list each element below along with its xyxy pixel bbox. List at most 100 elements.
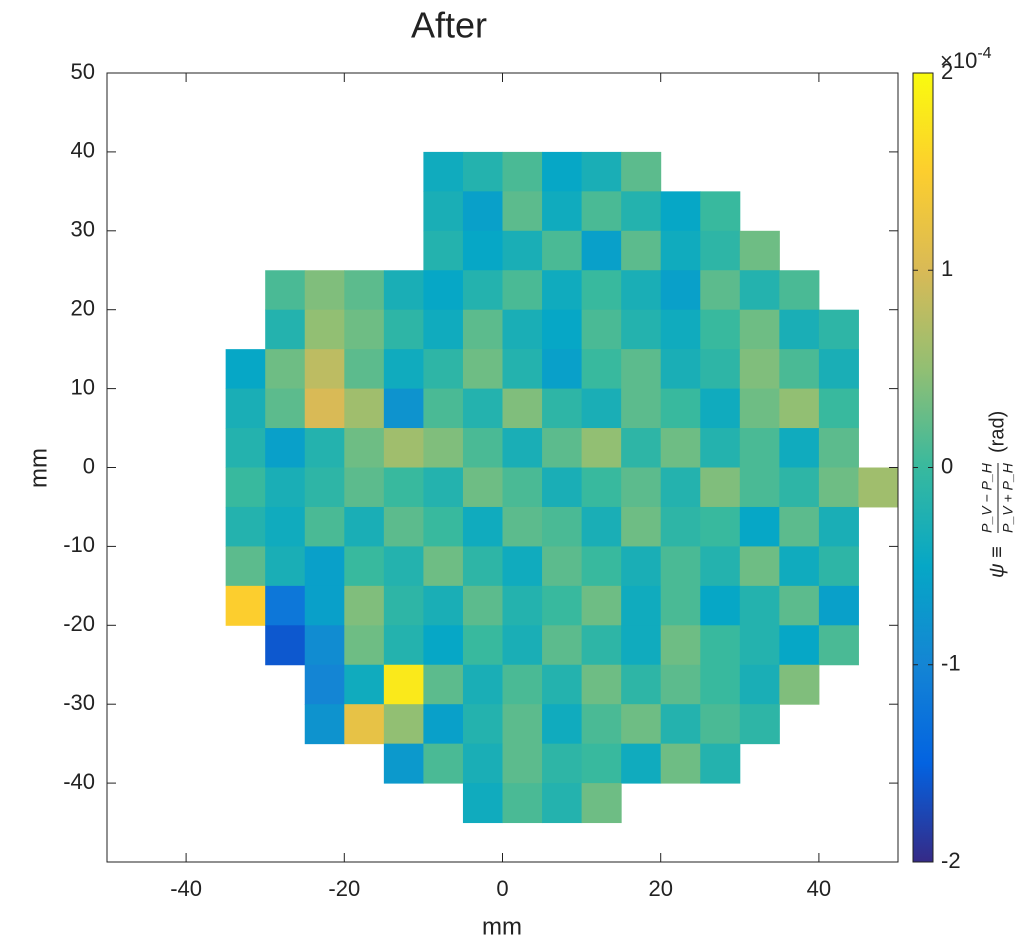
- heatmap-cell: [660, 664, 701, 705]
- heatmap-cell: [542, 270, 583, 311]
- heatmap-cell: [739, 270, 780, 311]
- heatmap-cell: [660, 467, 701, 508]
- heatmap-cell: [423, 704, 464, 745]
- heatmap-cell: [739, 546, 780, 587]
- heatmap-cell: [383, 349, 424, 390]
- heatmap-cell: [344, 664, 385, 705]
- heatmap-cell: [502, 783, 543, 824]
- x-tick-label: -40: [170, 876, 202, 901]
- colorbar-tick-label: 1: [941, 256, 953, 281]
- heatmap-cell: [818, 388, 859, 429]
- heatmap-cell: [502, 230, 543, 271]
- heatmap-cell: [304, 506, 345, 547]
- colorbar-tick-label: -2: [941, 848, 961, 873]
- heatmap-cell: [542, 783, 583, 824]
- heatmap-cell: [542, 506, 583, 547]
- heatmap-cell: [700, 230, 741, 271]
- heatmap-cell: [462, 309, 503, 350]
- heatmap-cell: [462, 428, 503, 468]
- heatmap-cell: [581, 428, 622, 468]
- heatmap-cell: [779, 270, 820, 311]
- heatmap-cell: [621, 191, 662, 232]
- heatmap-cell: [383, 546, 424, 587]
- heatmap-cell: [502, 546, 543, 587]
- heatmap-cell: [621, 230, 662, 271]
- heatmap-cell: [542, 585, 583, 626]
- heatmap-cell: [621, 309, 662, 350]
- heatmap-cell: [423, 546, 464, 587]
- heatmap-cell: [739, 704, 780, 745]
- heatmap-cell: [779, 309, 820, 350]
- heatmap-cell: [462, 388, 503, 429]
- heatmap-cell: [344, 546, 385, 587]
- heatmap-cell: [581, 704, 622, 745]
- heatmap-cell: [265, 467, 306, 508]
- heatmap-cell: [304, 467, 345, 508]
- heatmap-cell: [304, 270, 345, 311]
- heatmap-cell: [700, 664, 741, 705]
- heatmap-cell: [700, 388, 741, 429]
- heatmap-cell: [502, 625, 543, 666]
- heatmap-cell: [779, 546, 820, 587]
- x-tick-label: -20: [328, 876, 360, 901]
- heatmap-cell: [542, 546, 583, 587]
- heatmap-cell: [344, 428, 385, 468]
- heatmap-cell: [660, 388, 701, 429]
- heatmap-cell: [700, 309, 741, 350]
- heatmap-cell: [462, 664, 503, 705]
- heatmap-cell: [383, 388, 424, 429]
- heatmap-cell: [621, 270, 662, 311]
- heatmap-cell: [383, 664, 424, 705]
- heatmap-cell: [344, 625, 385, 666]
- heatmap-cell: [621, 506, 662, 547]
- heatmap-cell: [581, 506, 622, 547]
- heatmap-cell: [739, 585, 780, 626]
- heatmap-cell: [581, 309, 622, 350]
- heatmap-cell: [462, 467, 503, 508]
- heatmap-cell: [660, 704, 701, 745]
- heatmap-cell: [502, 428, 543, 468]
- heatmap-cell: [660, 506, 701, 547]
- heatmap-cell: [502, 743, 543, 784]
- y-tick-label: -40: [63, 769, 95, 794]
- heatmap-cell: [660, 428, 701, 468]
- heatmap-cell: [502, 704, 543, 745]
- heatmap-cell: [344, 506, 385, 547]
- heatmap-cell: [225, 349, 266, 390]
- heatmap-cell: [383, 428, 424, 468]
- heatmap-cell: [739, 467, 780, 508]
- heatmap-cell: [660, 585, 701, 626]
- heatmap-cell: [660, 230, 701, 271]
- heatmap-cell: [502, 664, 543, 705]
- y-tick-label: 10: [71, 374, 95, 399]
- heatmap-cell: [423, 585, 464, 626]
- heatmap-cell: [383, 270, 424, 311]
- heatmap-cell: [462, 783, 503, 824]
- heatmap-cell: [700, 428, 741, 468]
- colorbar-label-numerator: P_V − P_H: [979, 462, 995, 533]
- y-tick-label: 0: [83, 453, 95, 478]
- heatmap-cell: [383, 467, 424, 508]
- heatmap-cell: [462, 625, 503, 666]
- heatmap-cell: [739, 349, 780, 390]
- heatmap-cell: [818, 428, 859, 468]
- heatmap-cell: [700, 467, 741, 508]
- colorbar-label-denominator: P_V + P_H: [1000, 462, 1016, 533]
- heatmap-cell: [502, 506, 543, 547]
- colorbar-label-unit: (rad): [986, 411, 1008, 453]
- chart-title: After: [411, 5, 487, 46]
- heatmap-cell: [383, 625, 424, 666]
- heatmap-cell: [660, 349, 701, 390]
- heatmap-cell: [502, 309, 543, 350]
- heatmap-cell: [502, 467, 543, 508]
- heatmap-cell: [779, 664, 820, 705]
- heatmap-cell: [621, 743, 662, 784]
- y-tick-label: 20: [71, 296, 95, 321]
- heatmap-cell: [383, 309, 424, 350]
- heatmap-cell: [542, 704, 583, 745]
- heatmap-cell: [304, 428, 345, 468]
- heatmap-cell: [304, 704, 345, 745]
- heatmap-cell: [383, 743, 424, 784]
- heatmap-cell: [621, 546, 662, 587]
